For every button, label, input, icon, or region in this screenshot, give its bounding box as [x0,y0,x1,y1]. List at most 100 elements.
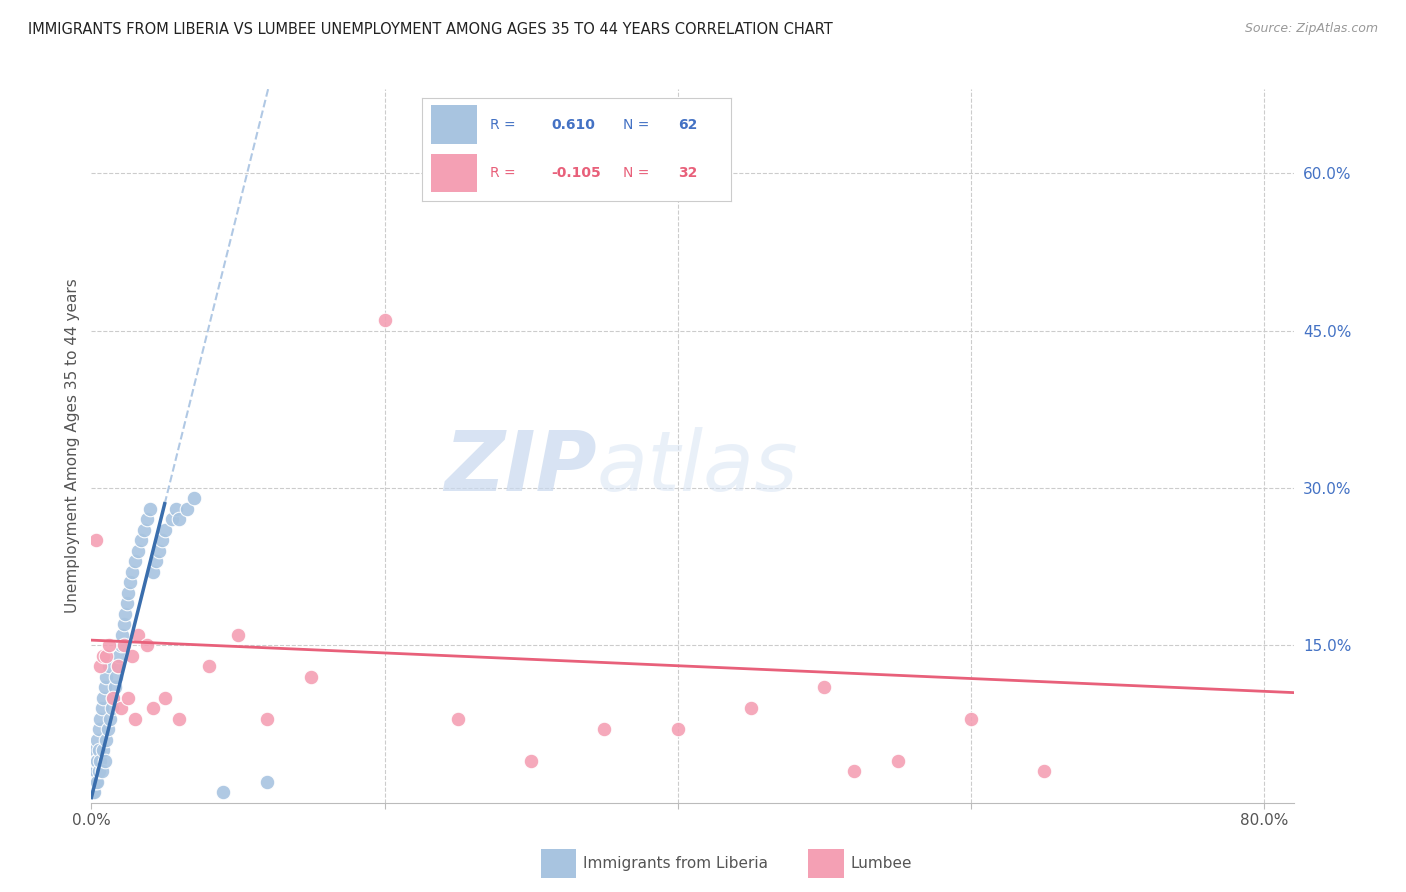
Text: IMMIGRANTS FROM LIBERIA VS LUMBEE UNEMPLOYMENT AMONG AGES 35 TO 44 YEARS CORRELA: IMMIGRANTS FROM LIBERIA VS LUMBEE UNEMPL… [28,22,832,37]
Point [90,701,112,715]
Point [160,512,183,526]
Point [91,743,114,757]
Point [86,774,108,789]
Point [108,648,131,663]
Point [84,533,107,548]
Text: 32: 32 [679,166,697,180]
Point [256,712,278,726]
Point [142,701,165,715]
Point [91,690,114,705]
Point [121,648,143,663]
Point [740,701,762,715]
Point [112,639,135,653]
Point [374,313,396,327]
Point [89,754,111,768]
Point [104,681,127,695]
Point [813,681,835,695]
Point [169,712,191,726]
Point [82,774,104,789]
Point [103,690,125,705]
Point [226,628,249,642]
Text: R =: R = [489,118,520,132]
Point [89,659,111,673]
Point [118,575,141,590]
FancyBboxPatch shape [432,153,478,193]
Point [121,565,143,579]
Point [134,523,156,537]
Point [101,701,124,715]
Point [127,544,149,558]
Point [142,565,165,579]
Point [153,690,176,705]
Text: R =: R = [489,166,520,180]
Point [86,754,108,768]
Point [94,648,117,663]
Point [886,754,908,768]
Point [165,502,187,516]
Point [110,701,132,715]
Text: Immigrants from Liberia: Immigrants from Liberia [583,856,769,871]
Point [447,712,470,726]
Text: atlas: atlas [596,427,799,508]
Point [127,628,149,642]
Point [94,670,117,684]
Point [87,723,110,737]
Point [103,690,125,705]
Text: N =: N = [623,166,654,180]
Point [136,639,159,653]
Point [90,764,112,779]
Point [129,533,152,548]
Point [100,712,122,726]
Point [96,723,118,737]
Point [83,764,105,779]
Point [110,639,132,653]
Point [124,554,146,568]
Point [87,764,110,779]
Point [82,754,104,768]
Point [136,512,159,526]
Point [87,743,110,757]
Point [299,670,322,684]
Text: N =: N = [623,118,654,132]
Point [83,785,105,799]
Point [83,774,105,789]
Point [84,774,107,789]
Point [593,723,616,737]
Point [82,785,104,799]
Point [98,659,121,673]
Point [84,764,107,779]
Point [107,659,129,673]
Point [115,596,138,610]
Point [98,639,121,653]
Point [86,732,108,747]
Text: -0.105: -0.105 [551,166,602,180]
Point [93,754,115,768]
Point [91,648,114,663]
Point [176,502,198,516]
Text: Source: ZipAtlas.com: Source: ZipAtlas.com [1244,22,1378,36]
Point [117,690,139,705]
Point [112,617,135,632]
Point [1033,764,1056,779]
Point [139,502,162,516]
Point [107,659,129,673]
Point [89,712,111,726]
Text: 0.610: 0.610 [551,118,596,132]
Point [145,554,167,568]
Point [169,512,191,526]
Point [150,533,173,548]
Point [212,785,235,799]
Point [520,754,543,768]
Point [82,764,104,779]
FancyBboxPatch shape [432,105,478,145]
Point [83,743,105,757]
Point [124,712,146,726]
Point [183,491,205,506]
Text: Lumbee: Lumbee [851,856,912,871]
Y-axis label: Unemployment Among Ages 35 to 44 years: Unemployment Among Ages 35 to 44 years [65,278,80,614]
Point [105,670,128,684]
Point [197,659,219,673]
Text: 62: 62 [679,118,697,132]
Point [666,723,689,737]
Point [960,712,983,726]
